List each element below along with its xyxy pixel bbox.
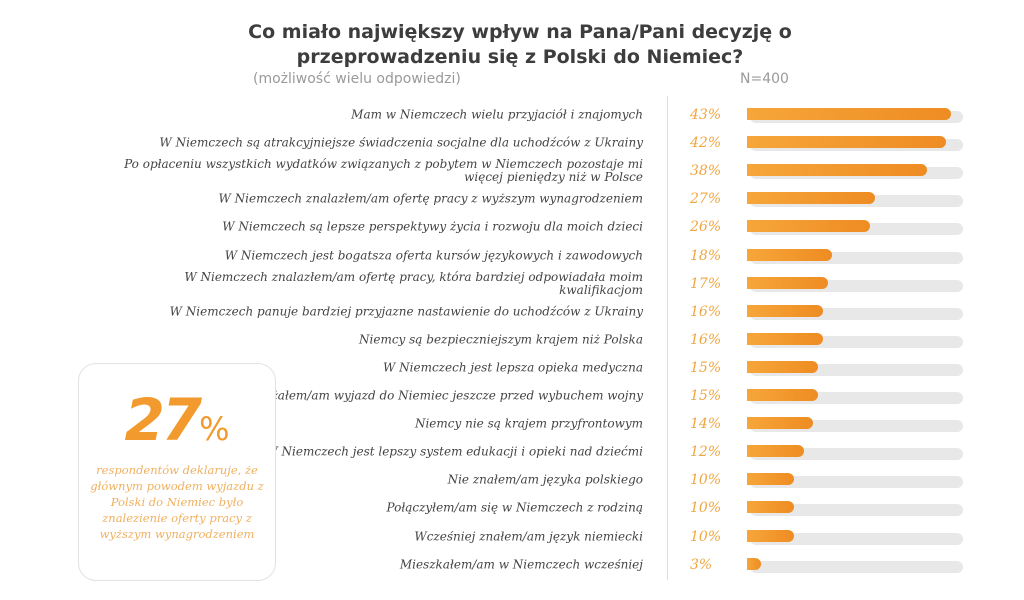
- bar: [747, 276, 828, 289]
- bar: [747, 473, 795, 486]
- bar-row: W Niemczech jest lepszy system edukacji …: [0, 438, 1024, 466]
- category-label: Połączyłem/am się w Niemczech z rodziną: [386, 500, 644, 515]
- callout-box: 27% respondentów deklaruje, że głównym p…: [78, 363, 276, 581]
- category-label: Mam w Niemczech wielu przyjaciół i znajo…: [351, 107, 643, 122]
- bar-row: Nie znałem/am języka polskiego 10%: [0, 466, 1024, 494]
- bar: [747, 304, 823, 317]
- bar-row: W Niemczech jest bogatsza oferta kursów …: [0, 242, 1024, 270]
- bar: [747, 248, 833, 261]
- bar-row: W Niemczech są atrakcyjniejsze świadczen…: [0, 129, 1024, 157]
- category-label: Nie znałem/am języka polskiego: [447, 472, 643, 487]
- value-label: 3%: [690, 556, 713, 573]
- category-label: W Niemczech panuje bardziej przyjazne na…: [169, 304, 643, 319]
- bar: [747, 501, 795, 514]
- bar: [747, 529, 795, 542]
- category-label: W Niemczech są atrakcyjniejsze świadczen…: [159, 135, 643, 150]
- value-label: 16%: [690, 331, 722, 348]
- bar: [747, 445, 804, 458]
- bar-row: Wcześniej znałem/am język niemiecki 10%: [0, 523, 1024, 551]
- value-label: 10%: [690, 528, 722, 545]
- category-label: W Niemczech jest lepsza opieka medyczna: [382, 360, 643, 375]
- value-label: 10%: [690, 500, 722, 517]
- category-label: W Niemczech są lepsze perspektywy życia …: [222, 219, 643, 234]
- bar-row: Połączyłem/am się w Niemczech z rodziną …: [0, 494, 1024, 522]
- category-label: Mieszkałem/am w Niemczech wcześniej: [399, 557, 643, 572]
- bar: [747, 220, 871, 233]
- category-label: W Niemczech znalazłem/am ofertę pracy, k…: [184, 269, 643, 297]
- value-label: 43%: [690, 107, 722, 123]
- bar-row: W Niemczech jest lepsza opieka medyczna …: [0, 354, 1024, 382]
- divider: [667, 96, 668, 580]
- chart-subtitle: (możliwość wielu odpowiedzi): [253, 71, 461, 87]
- value-label: 15%: [690, 388, 722, 404]
- value-label: 38%: [690, 163, 722, 180]
- bar: [747, 360, 819, 373]
- category-label: Wcześniej znałem/am język niemiecki: [414, 529, 643, 543]
- value-label: 16%: [690, 303, 722, 320]
- value-label: 27%: [690, 191, 722, 208]
- category-label: W Niemczech znalazłem/am ofertę pracy z …: [218, 191, 643, 206]
- bar: [747, 557, 762, 570]
- bar-track: [750, 504, 963, 517]
- bar: [747, 332, 823, 345]
- callout-text: respondentów deklaruje, że głównym powod…: [90, 463, 264, 541]
- bar-row: W Niemczech znalazłem/am ofertę pracy, k…: [0, 270, 1024, 298]
- category-label: Niemcy są bezpieczniejszym krajem niż Po…: [359, 332, 643, 347]
- bar: [747, 164, 928, 177]
- value-label: 17%: [690, 275, 722, 292]
- value-label: 42%: [690, 135, 722, 152]
- value-label: 10%: [690, 472, 722, 489]
- bar-row: Mam w Niemczech wielu przyjaciół i znajo…: [0, 101, 1024, 129]
- chart-title: Co miało największy wpływ na Pana/Pani d…: [248, 21, 792, 68]
- category-label: W Niemczech jest bogatsza oferta kursów …: [224, 248, 643, 262]
- category-label: Niemcy nie są krajem przyfrontowym: [414, 416, 643, 431]
- bar: [747, 389, 819, 401]
- value-label: 12%: [690, 444, 722, 461]
- bar: [747, 417, 814, 430]
- bar-row: Mieszkałem/am w Niemczech wcześniej 3%: [0, 551, 1024, 579]
- bar-row: Po opłaceniu wszystkich wydatków związan…: [0, 157, 1024, 185]
- value-label: 26%: [690, 219, 722, 236]
- category-label: W Niemczech jest lepszy system edukacji …: [265, 444, 643, 459]
- callout-value: 27%: [124, 386, 230, 454]
- value-label: 14%: [690, 416, 722, 433]
- bar-row: Niemcy nie są krajem przyfrontowym 14%: [0, 410, 1024, 438]
- bar-row: Niemcy są bezpieczniejszym krajem niż Po…: [0, 326, 1024, 354]
- bar-track: [750, 476, 963, 489]
- bar-row: Rozważałem/am wyjazd do Niemiec jeszcze …: [0, 382, 1024, 410]
- value-label: 15%: [690, 359, 722, 376]
- bar: [747, 136, 947, 149]
- category-label: Po opłaceniu wszystkich wydatków związan…: [124, 157, 643, 185]
- bar-track: [750, 532, 963, 545]
- value-label: 18%: [690, 247, 722, 264]
- bar-row: W Niemczech panuje bardziej przyjazne na…: [0, 298, 1024, 326]
- bar-row: W Niemczech znalazłem/am ofertę pracy z …: [0, 185, 1024, 213]
- bar: [747, 192, 876, 205]
- bar-track: [750, 560, 963, 573]
- bar-row: W Niemczech są lepsze perspektywy życia …: [0, 213, 1024, 241]
- sample-size: N=400: [740, 71, 789, 87]
- bar: [747, 108, 951, 120]
